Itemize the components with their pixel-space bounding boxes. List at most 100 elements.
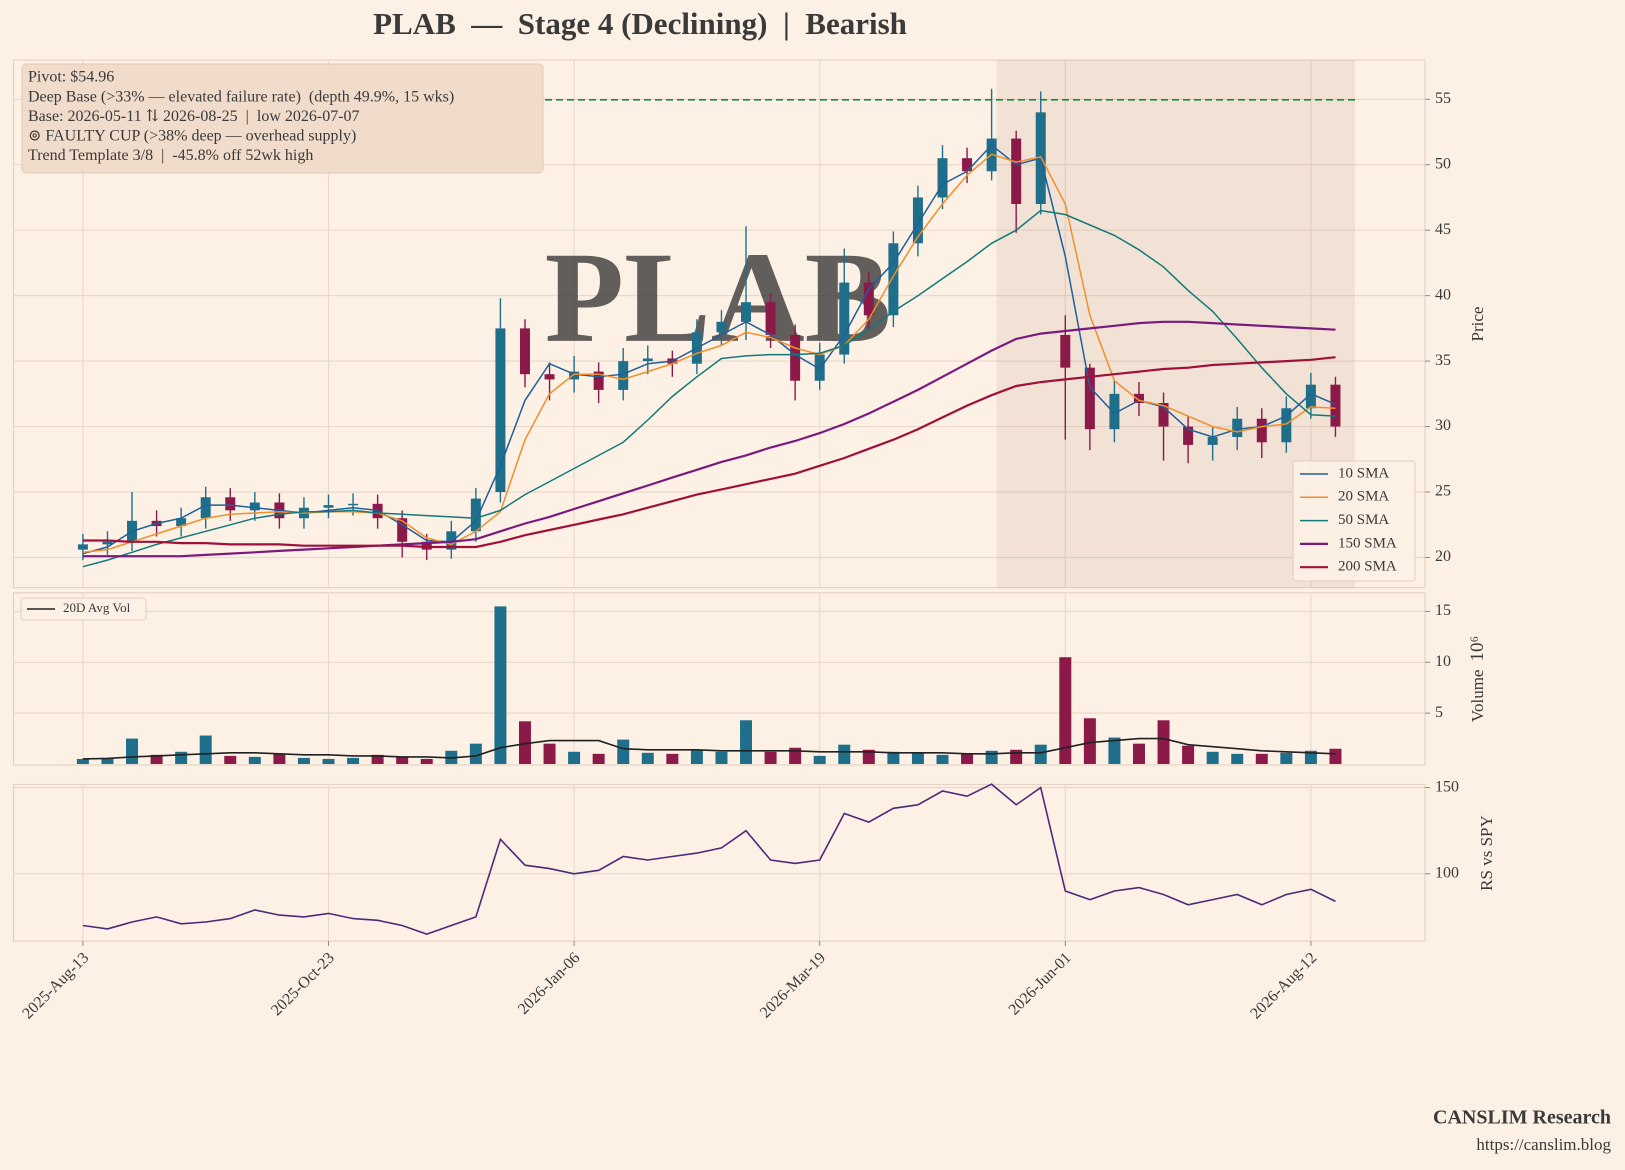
chart-title: PLAB — Stage 4 (Declining) | Bearish [373, 6, 907, 41]
candle-body [1011, 138, 1022, 205]
candle-body [348, 503, 359, 506]
footer-url: https://canslim.blog [1476, 1135, 1611, 1154]
candle-body [912, 197, 923, 244]
volume-bar [1182, 745, 1195, 764]
y-axis-multiplier: 10⁶ [1467, 636, 1488, 662]
y-tick-label: 55 [1435, 90, 1451, 107]
candle-body [397, 518, 408, 542]
volume-bar [1329, 748, 1342, 764]
candle-body [593, 371, 604, 390]
volume-bar [322, 758, 335, 764]
panel-frame [12, 59, 1426, 589]
candle-body [790, 334, 801, 381]
volume-bar [371, 754, 384, 764]
volume-bar [101, 757, 114, 764]
candle-body [962, 158, 973, 172]
y-tick-label: 20 [1435, 548, 1451, 565]
y-tick-label: 35 [1435, 352, 1451, 369]
candle-body [470, 498, 481, 532]
volume-bar [248, 756, 261, 764]
volume-bar [420, 758, 433, 764]
volume-bar [1206, 751, 1219, 764]
y-axis-label-text: Volume [1468, 670, 1487, 723]
candle-body [741, 302, 752, 322]
legend-box [1292, 460, 1416, 582]
y-axis-label: RS vs SPY [1477, 815, 1496, 891]
volume-bar [690, 749, 703, 764]
legend-label: 150 SMA [1338, 535, 1397, 551]
candle-body [839, 282, 850, 355]
sma-line [82, 209, 1336, 568]
candle-body [1330, 384, 1341, 427]
legend-label: 20 SMA [1338, 489, 1389, 505]
candle-body [1109, 393, 1120, 430]
candle-body [1133, 393, 1144, 404]
candle-body [225, 497, 236, 511]
candle-body [544, 374, 555, 380]
volume-bar [887, 751, 900, 764]
volume-bar [1010, 749, 1023, 764]
candle-body [77, 544, 88, 550]
volume-bar [666, 753, 679, 764]
volume-bar [175, 751, 188, 764]
candle-body [1256, 418, 1267, 443]
volume-bar [789, 747, 802, 764]
volume-bar [150, 754, 163, 764]
candle-body [1232, 418, 1243, 438]
candle-body [1060, 334, 1071, 368]
annotation-line: Trend Template 3/8 | -45.8% off 52wk hig… [28, 147, 313, 164]
volume-bar [936, 754, 949, 764]
volume-bar [1255, 753, 1268, 764]
volume-bar [813, 755, 826, 764]
legend-label: 10 SMA [1338, 465, 1389, 481]
candle-body [519, 328, 530, 375]
volume-bar [961, 753, 974, 764]
candle-body [421, 541, 432, 550]
annotation-line: Deep Base (>33% — elevated failure rate)… [28, 88, 454, 105]
volume-bar [715, 751, 728, 764]
candle-body [642, 358, 653, 362]
volume-bar [347, 757, 360, 764]
volume-bar [1034, 744, 1047, 764]
sma-line [82, 356, 1336, 549]
y-tick-label: 150 [1435, 778, 1459, 795]
candle-body [1158, 403, 1169, 427]
legend-label: 20D Avg Vol [63, 600, 131, 615]
candle-body [176, 518, 187, 527]
candle-body [765, 302, 776, 335]
volume-bar [617, 739, 630, 764]
avg-volume-line [82, 737, 1336, 760]
volume-bar [76, 758, 89, 764]
candle-body [495, 328, 506, 493]
candle-body [1207, 437, 1218, 445]
volume-bar [985, 750, 998, 764]
candle-body [249, 502, 260, 511]
sma-line [82, 320, 1336, 558]
candle-body [1084, 367, 1095, 430]
y-tick-label: 25 [1435, 483, 1451, 500]
volume-bar [518, 721, 531, 764]
y-axis-label: Volume 10⁶ [1467, 636, 1488, 722]
candle-body [863, 282, 874, 316]
candle-body [937, 158, 948, 198]
rs-line [82, 783, 1336, 935]
y-tick-label: 50 [1435, 155, 1451, 172]
volume-bar [1059, 657, 1072, 764]
candle-body [716, 321, 727, 333]
legend-label: 50 SMA [1338, 512, 1389, 528]
annotation-line: ⊚ FAULTY CUP (>38% deep — overhead suppl… [28, 127, 356, 144]
candle-body [888, 243, 899, 316]
panel-frame [12, 783, 1426, 942]
volume-bar [1157, 720, 1170, 764]
volume-bar [1280, 752, 1293, 764]
volume-bar [1083, 718, 1096, 764]
volume-bar [297, 757, 310, 764]
volume-bar [469, 743, 482, 764]
volume-bar [1108, 737, 1121, 764]
candle-body [1281, 408, 1292, 443]
volume-bar [543, 743, 556, 764]
volume-bar [862, 749, 875, 764]
candle-body [618, 361, 629, 390]
